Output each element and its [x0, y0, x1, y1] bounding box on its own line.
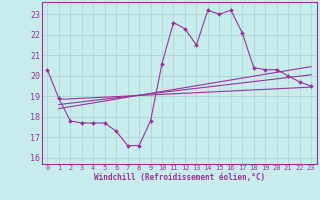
X-axis label: Windchill (Refroidissement éolien,°C): Windchill (Refroidissement éolien,°C): [94, 173, 265, 182]
